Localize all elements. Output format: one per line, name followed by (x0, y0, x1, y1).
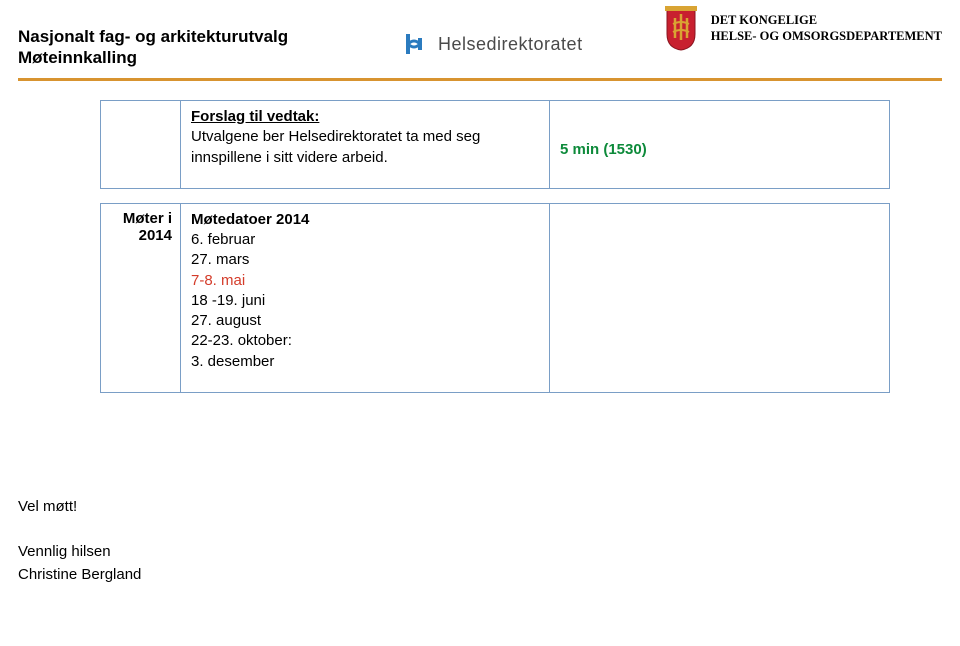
footer-block: Vel møtt! Vennlig hilsen Christine Bergl… (18, 496, 141, 586)
helsedirektoratet-text: Helsedirektoratet (438, 34, 583, 55)
footer-greeting: Vel møtt! (18, 496, 141, 519)
header-title-line2: Møteinnkalling (18, 47, 288, 68)
helsedirektoratet-icon (400, 30, 428, 58)
meeting-date: 6. februar (191, 231, 255, 248)
meeting-dates-heading: Møtedatoer 2014 (191, 211, 309, 228)
header-divider (18, 78, 942, 81)
table-row: Forslag til vedtak: Utvalgene ber Helsed… (100, 100, 900, 189)
meeting-date: 18 -19. juni (191, 292, 265, 309)
row1-mid-cell: Forslag til vedtak: Utvalgene ber Helsed… (180, 100, 550, 189)
header-title-line1: Nasjonalt fag- og arkitekturutvalg (18, 26, 288, 47)
header-title-block: Nasjonalt fag- og arkitekturutvalg Møtei… (18, 26, 288, 69)
department-text-block: DET KONGELIGE HELSE- OG OMSORGSDEPARTEME… (711, 13, 942, 44)
dept-line2: HELSE- OG OMSORGSDEPARTEMENT (711, 29, 942, 45)
meeting-date: 27. mars (191, 251, 249, 268)
department-logo: DET KONGELIGE HELSE- OG OMSORGSDEPARTEME… (663, 6, 942, 52)
helsedirektoratet-logo: Helsedirektoratet (400, 30, 583, 58)
meeting-date: 27. august (191, 312, 261, 329)
meeting-date: 3. desember (191, 353, 274, 370)
dept-line1: DET KONGELIGE (711, 13, 942, 29)
time-allocation: 5 min (1530) (560, 141, 647, 158)
table-row: Møter i 2014 Møtedatoer 2014 6. februar … (100, 203, 900, 393)
footer-signature: Christine Bergland (18, 564, 141, 587)
content-area: Forslag til vedtak: Utvalgene ber Helsed… (100, 100, 900, 393)
meeting-date-highlighted: 7-8. mai (191, 272, 245, 289)
row1-right-cell: 5 min (1530) (550, 100, 890, 189)
meetings-label-line1: Møter i (123, 210, 172, 227)
proposal-heading: Forslag til vedtak: (191, 108, 319, 125)
page-header: Nasjonalt fag- og arkitekturutvalg Møtei… (0, 0, 960, 78)
crest-icon (663, 6, 699, 52)
proposal-body: Utvalgene ber Helsedirektoratet ta med s… (191, 128, 480, 165)
row2-right-cell (550, 203, 890, 393)
meeting-date: 22-23. oktober: (191, 332, 292, 349)
meetings-label-line2: 2014 (139, 227, 172, 244)
footer-salutation: Vennlig hilsen (18, 541, 141, 564)
row2-mid-cell: Møtedatoer 2014 6. februar 27. mars 7-8.… (180, 203, 550, 393)
row1-left-cell (100, 100, 180, 189)
row2-left-cell: Møter i 2014 (100, 203, 180, 393)
